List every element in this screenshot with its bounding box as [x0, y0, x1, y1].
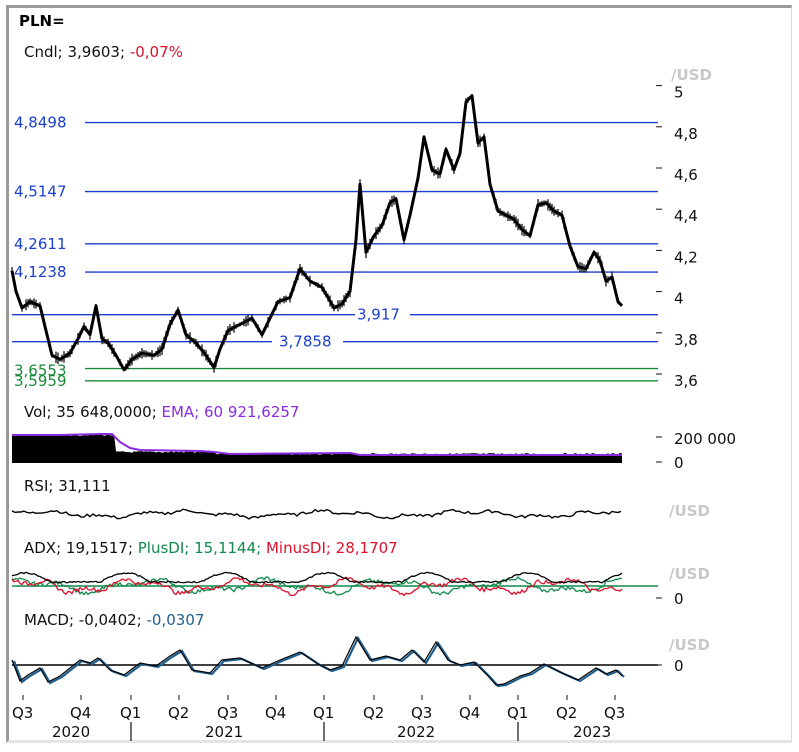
macd-signal-label: -0,0307: [146, 611, 205, 629]
price-tick-label: 4: [674, 290, 684, 308]
adx-tick-label: 0: [674, 590, 684, 608]
level-label: 4,5147: [14, 183, 67, 201]
level-label: 3,6553: [14, 362, 67, 380]
level-label: 4,1238: [14, 263, 67, 281]
quarter-label: Q1: [313, 704, 334, 722]
price-candles: [10, 94, 624, 372]
quarter-label: Q3: [12, 704, 33, 722]
price-tick-label: 5: [674, 84, 684, 102]
level-label: 3,917: [357, 306, 400, 324]
volume-legend-label: Vol; 35 648,0000;: [24, 403, 162, 421]
price-tick-label: 4,8: [674, 125, 698, 143]
year-label: 2023: [573, 723, 611, 741]
quarter-label: Q4: [70, 704, 91, 722]
quarter-label: Q4: [459, 704, 480, 722]
ema-legend-label: EMA; 60 921,6257: [161, 403, 300, 421]
year-label: 2022: [397, 723, 435, 741]
macd-tick-label: 0: [674, 657, 684, 675]
quarter-label: Q2: [168, 704, 189, 722]
quarter-label: Q3: [411, 704, 432, 722]
instrument-title: PLN=: [19, 12, 65, 30]
rsi-legend: RSI; 31,111: [24, 477, 111, 495]
level-label: 4,2611: [14, 235, 67, 253]
price-change: -0,07%: [129, 43, 183, 61]
volume-bars: [12, 434, 622, 463]
minusdi-line: [11, 576, 623, 597]
macd-signal-line: [12, 635, 625, 688]
minusdi-legend-label: MinusDI; 28,1707: [265, 539, 398, 557]
quarter-label: Q4: [265, 704, 286, 722]
price-tick-label: 3,8: [674, 331, 698, 349]
volume-tick-label: 0: [674, 454, 684, 472]
macd-legend-label: MACD; -0,0402;: [24, 611, 147, 629]
adx-unit-label: /USD: [669, 565, 710, 583]
rsi-unit-label: /USD: [669, 502, 710, 520]
macd-legend: MACD; -0,0402; -0,0307: [24, 613, 204, 628]
adx-line: [11, 571, 623, 584]
adx-legend-label: ADX; 19,1517;: [24, 539, 138, 557]
price-legend-label: Cndl; 3,9603;: [24, 43, 130, 61]
macd-unit-label: /USD: [669, 636, 710, 654]
year-label: 2020: [52, 723, 90, 741]
price-unit-label: /USD: [671, 66, 712, 84]
price-tick-label: 4,2: [674, 248, 698, 266]
volume-tick-label: 200 000: [674, 430, 736, 448]
quarter-label: Q1: [120, 704, 141, 722]
level-label: 3,7858: [279, 333, 332, 351]
price-legend: Cndl; 3,9603; -0,07%: [24, 45, 183, 60]
quarter-label: Q1: [507, 704, 528, 722]
macd-line: [11, 635, 623, 686]
adx-legend: ADX; 19,1517; PlusDI; 15,1144; MinusDI; …: [24, 541, 398, 556]
level-label: 3,5959: [14, 372, 67, 390]
quarter-label: Q3: [217, 704, 238, 722]
quarter-label: Q2: [556, 704, 577, 722]
price-tick-label: 4,4: [674, 207, 698, 225]
quarter-label: Q3: [604, 704, 625, 722]
plusdi-legend-label: PlusDI; 15,1144;: [137, 539, 266, 557]
rsi-line: [11, 508, 622, 520]
volume-ema-line: [12, 433, 622, 456]
price-tick-label: 3,6: [674, 372, 698, 390]
level-label: 4,8498: [14, 114, 67, 132]
price-tick-label: 4,6: [674, 166, 698, 184]
year-label: 2021: [205, 723, 243, 741]
quarter-label: Q2: [363, 704, 384, 722]
plusdi-line: [11, 576, 623, 596]
volume-legend: Vol; 35 648,0000; EMA; 60 921,6257: [24, 405, 299, 420]
